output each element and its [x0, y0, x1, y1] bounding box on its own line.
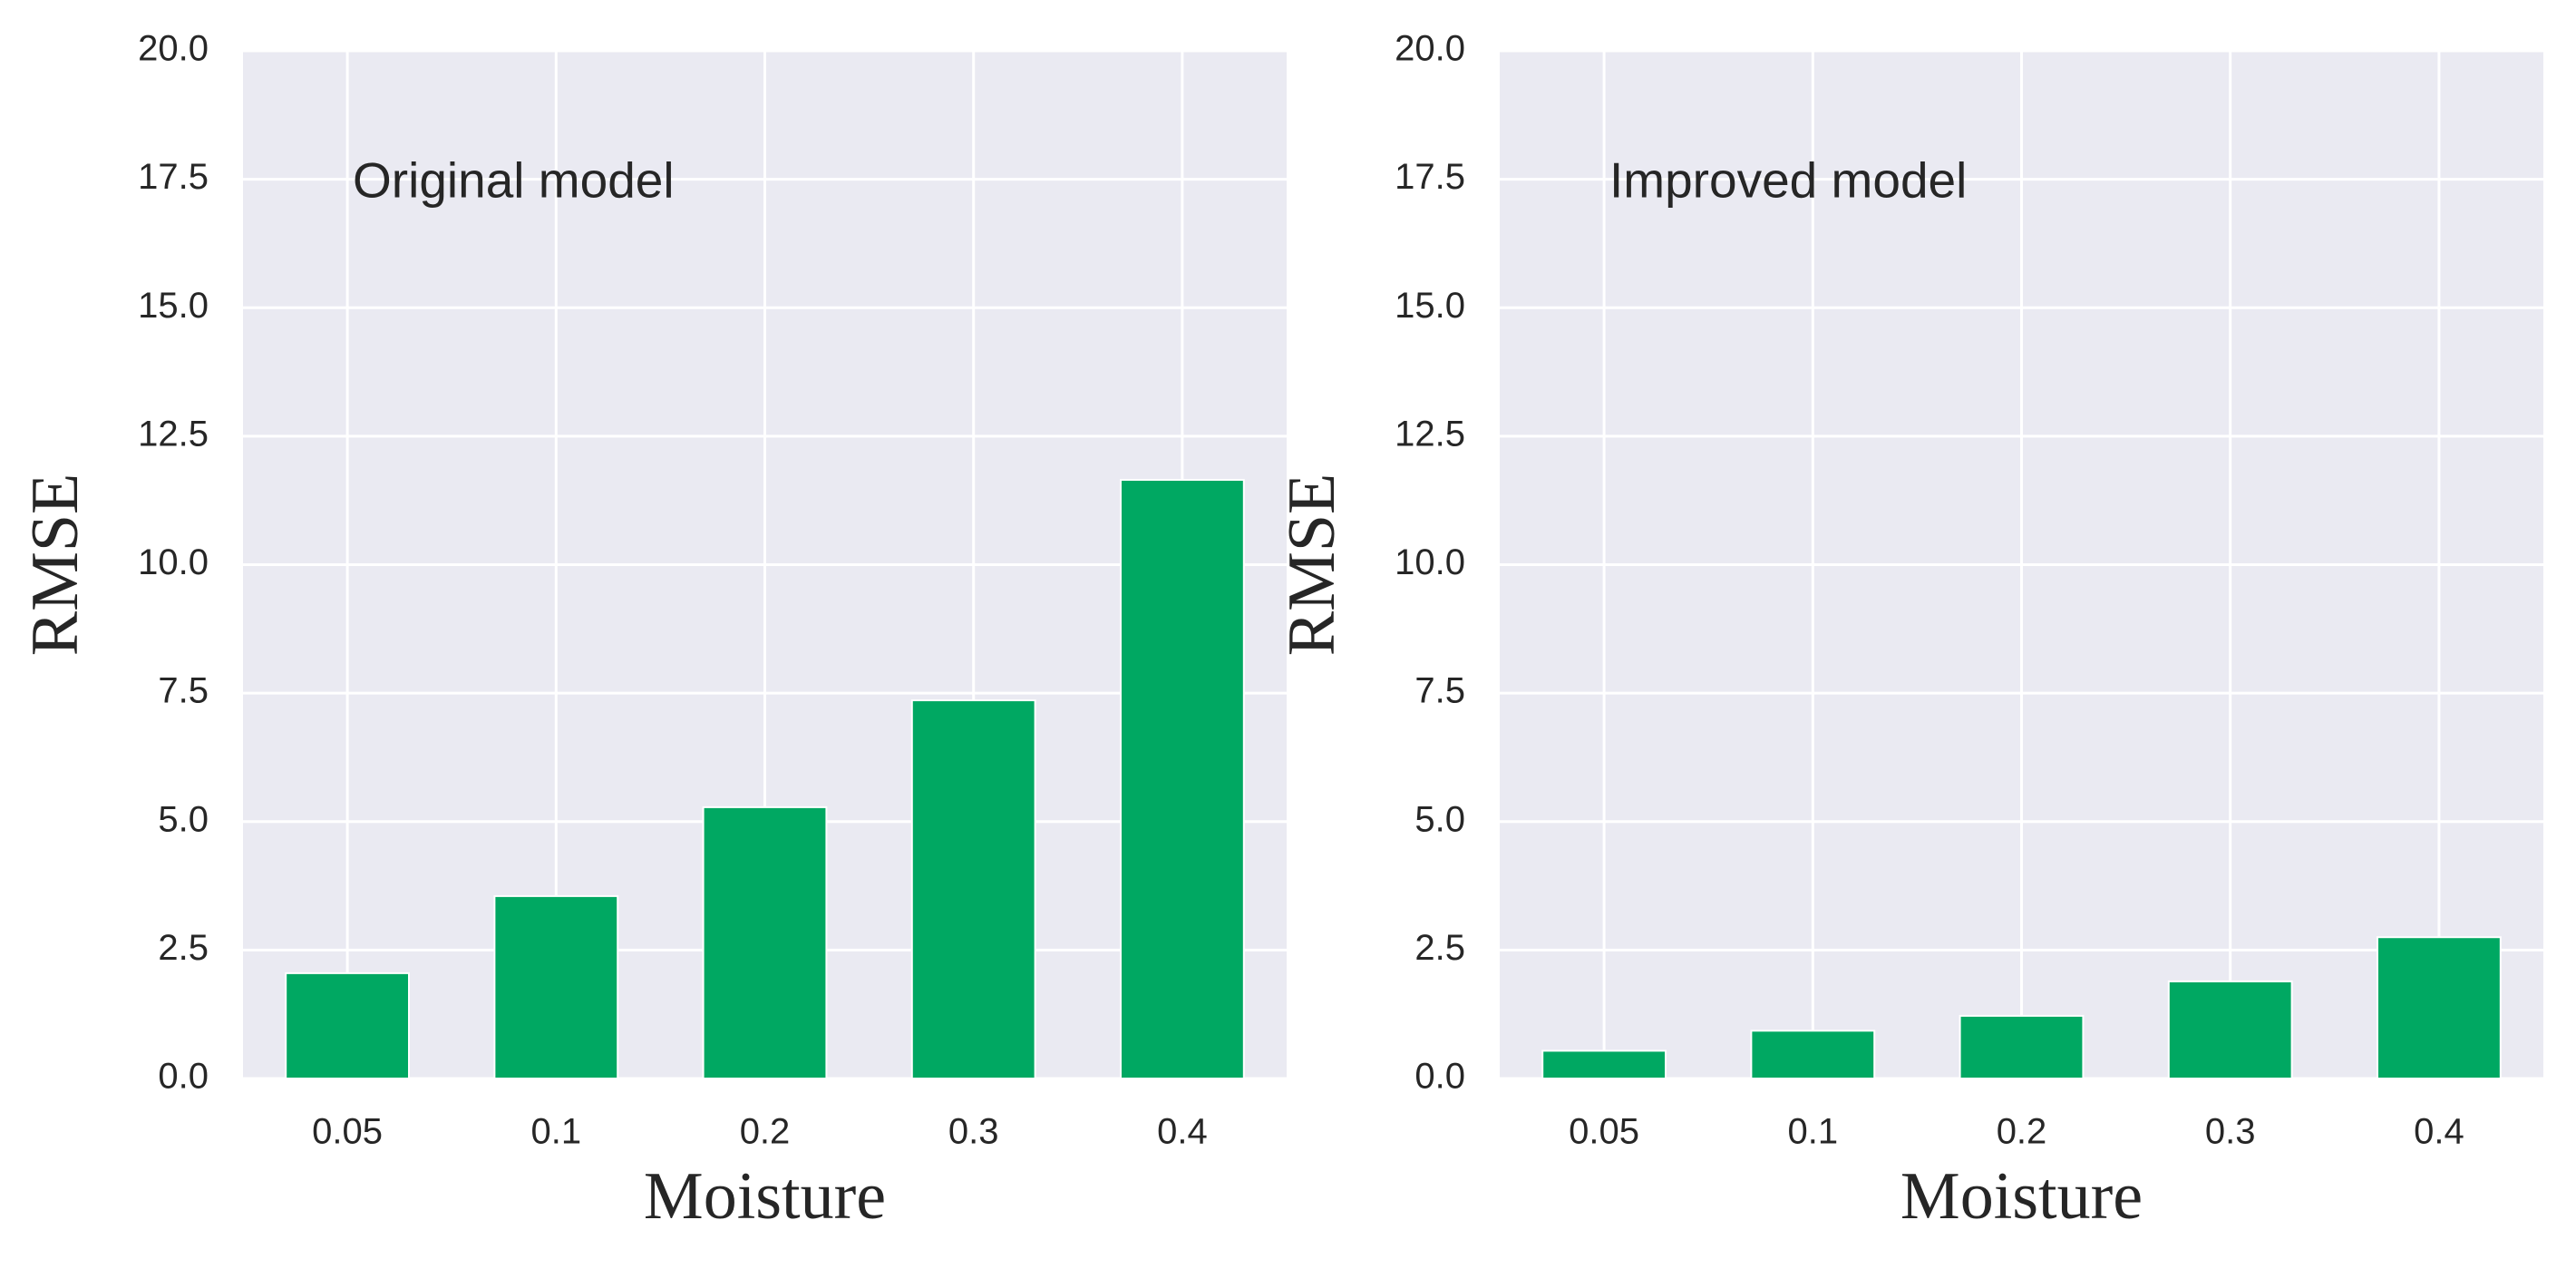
- y-tick-label: 5.0: [158, 799, 209, 839]
- x-axis-label: Moisture: [644, 1159, 886, 1234]
- y-tick-label: 0.0: [1414, 1057, 1465, 1097]
- x-tick-label: 0.4: [2414, 1112, 2464, 1152]
- x-tick-label: 0.2: [740, 1112, 791, 1152]
- x-tick-label: 0.4: [1157, 1112, 1208, 1152]
- bar: [493, 894, 619, 1080]
- y-tick-label: 10.0: [1395, 542, 1465, 582]
- bar: [1750, 1030, 1876, 1080]
- y-tick-label: 20.0: [138, 29, 209, 69]
- bar: [1119, 479, 1245, 1079]
- y-tick-label: 17.5: [138, 157, 209, 197]
- x-tick-label: 0.1: [530, 1112, 581, 1152]
- y-tick-label: 2.5: [1414, 928, 1465, 968]
- bar: [2376, 936, 2502, 1080]
- bar: [910, 699, 1036, 1080]
- y-tick-label: 7.5: [1414, 671, 1465, 711]
- y-tick-label: 15.0: [1395, 286, 1465, 326]
- y-axis-label: RMSE: [18, 473, 92, 657]
- x-tick-label: 0.3: [2205, 1112, 2256, 1152]
- y-tick-label: 12.5: [1395, 414, 1465, 454]
- x-tick-label: 0.3: [948, 1112, 999, 1152]
- y-tick-label: 10.0: [138, 542, 209, 582]
- x-tick-label: 0.1: [1787, 1112, 1838, 1152]
- y-tick-label: 15.0: [138, 286, 209, 326]
- y-tick-label: 17.5: [1395, 157, 1465, 197]
- y-tick-label: 7.5: [158, 671, 209, 711]
- x-tick-label: 0.2: [1997, 1112, 2047, 1152]
- bar: [1959, 1014, 2085, 1079]
- x-tick-label: 0.05: [312, 1112, 383, 1152]
- annotation: Original model: [353, 152, 675, 209]
- x-tick-label: 0.05: [1569, 1112, 1639, 1152]
- y-axis-label: RMSE: [1275, 473, 1349, 657]
- y-tick-label: 5.0: [1414, 799, 1465, 839]
- y-tick-label: 2.5: [158, 928, 209, 968]
- y-tick-label: 12.5: [138, 414, 209, 454]
- annotation: Improved model: [1609, 152, 1967, 209]
- x-axis-label: Moisture: [1900, 1159, 2143, 1234]
- bar: [285, 971, 411, 1080]
- y-tick-label: 0.0: [158, 1057, 209, 1097]
- bar: [1541, 1049, 1667, 1080]
- bar: [2167, 980, 2293, 1080]
- y-tick-label: 20.0: [1395, 29, 1465, 69]
- bar: [702, 805, 828, 1079]
